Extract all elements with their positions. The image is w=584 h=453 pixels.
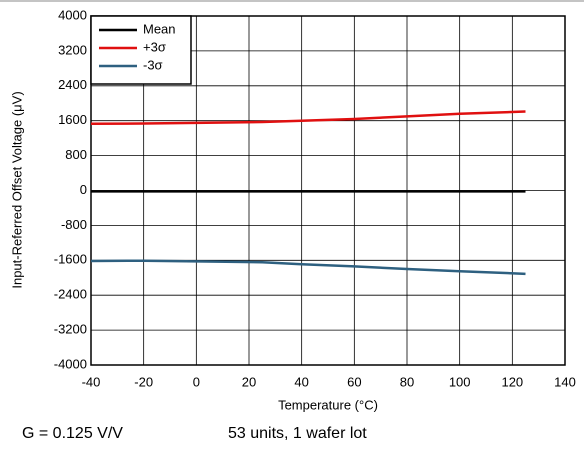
line-series (90, 110, 526, 126)
x-tick-label: 40 (294, 374, 308, 389)
y-tick-label: 4000 (58, 7, 87, 22)
legend-label: +3σ (143, 39, 166, 54)
x-tick-label: 0 (193, 374, 200, 389)
line-series (90, 259, 526, 276)
legend-label: Mean (143, 21, 176, 36)
x-tick-label: 60 (347, 374, 361, 389)
y-tick-label: 1600 (58, 112, 87, 127)
y-tick-label: -1600 (54, 252, 87, 267)
x-tick-label: 20 (242, 374, 256, 389)
x-tick-label: -20 (134, 374, 153, 389)
legend-label: -3σ (143, 57, 163, 72)
legend-box (90, 15, 192, 85)
x-axis-label: Temperature (°C) (278, 397, 378, 412)
y-tick-label: 800 (65, 147, 87, 162)
y-tick-label: -2400 (54, 287, 87, 302)
y-tick-label: 3200 (58, 42, 87, 57)
x-tick-label: 100 (449, 374, 471, 389)
y-tick-label: -4000 (54, 356, 87, 371)
y-tick-label: 0 (80, 182, 87, 197)
x-tick-label: 80 (400, 374, 414, 389)
y-tick-label: -3200 (54, 322, 87, 337)
y-tick-label: -800 (61, 217, 87, 232)
y-axis-label: Input-Referred Offset Voltage (μV) (9, 91, 24, 288)
note: 53 units, 1 wafer lot (228, 425, 367, 442)
x-tick-label: 120 (501, 374, 523, 389)
x-tick-label: -40 (82, 374, 101, 389)
note: G = 0.125 V/V (22, 425, 123, 442)
y-tick-label: 2400 (58, 77, 87, 92)
x-tick-label: 140 (554, 374, 576, 389)
